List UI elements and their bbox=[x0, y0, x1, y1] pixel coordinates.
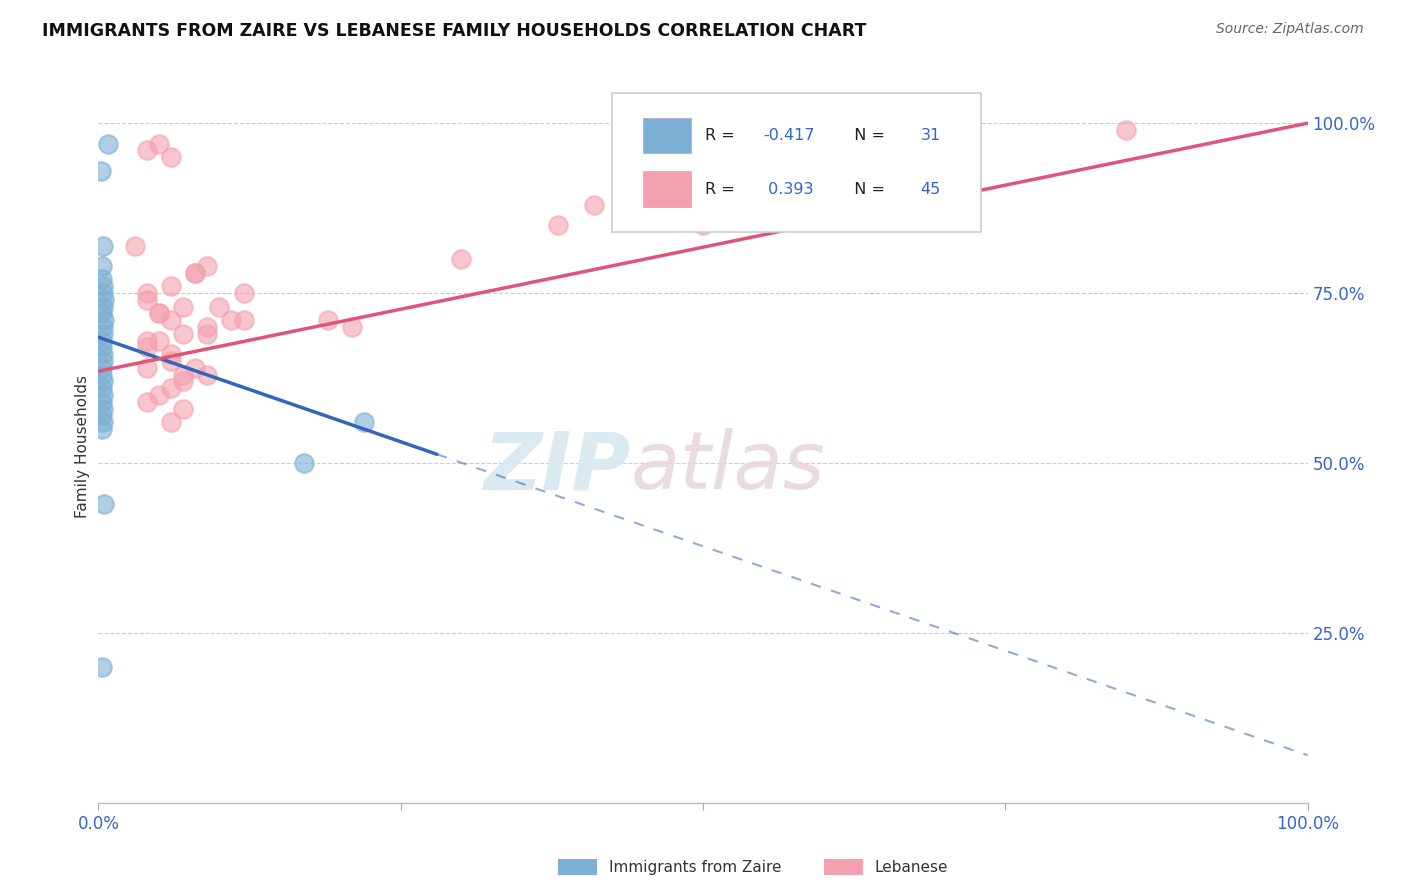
Text: -0.417: -0.417 bbox=[763, 128, 815, 143]
Point bbox=[172, 326, 194, 341]
Point bbox=[91, 259, 114, 273]
FancyBboxPatch shape bbox=[558, 859, 596, 875]
Text: 0.393: 0.393 bbox=[763, 182, 814, 196]
FancyBboxPatch shape bbox=[643, 171, 690, 207]
Point bbox=[232, 286, 254, 301]
Point bbox=[135, 286, 157, 301]
Point bbox=[91, 347, 114, 361]
Point bbox=[292, 456, 315, 470]
Point bbox=[195, 368, 218, 382]
Point bbox=[160, 150, 183, 164]
Point bbox=[195, 259, 218, 273]
Point bbox=[172, 401, 194, 416]
Point bbox=[160, 381, 183, 395]
Text: N =: N = bbox=[845, 182, 890, 196]
Point bbox=[172, 375, 194, 389]
Point bbox=[232, 313, 254, 327]
Point bbox=[160, 354, 183, 368]
Point bbox=[692, 218, 714, 232]
Point bbox=[91, 422, 114, 436]
Point bbox=[547, 218, 569, 232]
Text: Immigrants from Zaire: Immigrants from Zaire bbox=[609, 860, 782, 874]
Point bbox=[813, 204, 835, 219]
Point bbox=[91, 334, 114, 348]
Point bbox=[148, 306, 170, 320]
Text: Lebanese: Lebanese bbox=[875, 860, 948, 874]
Point bbox=[91, 415, 114, 429]
Point bbox=[124, 238, 146, 252]
Text: 31: 31 bbox=[921, 128, 941, 143]
FancyBboxPatch shape bbox=[613, 93, 981, 232]
Point bbox=[160, 279, 183, 293]
Point bbox=[91, 300, 114, 314]
Point bbox=[135, 293, 157, 307]
Point bbox=[135, 144, 157, 158]
Point bbox=[353, 415, 375, 429]
FancyBboxPatch shape bbox=[824, 859, 863, 875]
Point bbox=[93, 293, 115, 307]
Point bbox=[91, 381, 114, 395]
Point bbox=[91, 388, 114, 402]
Point bbox=[135, 394, 157, 409]
Point bbox=[91, 326, 114, 341]
Point bbox=[91, 341, 114, 355]
Point bbox=[934, 163, 956, 178]
Point bbox=[184, 360, 207, 375]
Text: ZIP: ZIP bbox=[484, 428, 630, 507]
Point bbox=[91, 660, 114, 674]
Point bbox=[316, 313, 339, 327]
Point bbox=[91, 306, 114, 320]
Point bbox=[195, 326, 218, 341]
Text: R =: R = bbox=[706, 182, 741, 196]
Point bbox=[93, 497, 115, 511]
Point bbox=[172, 300, 194, 314]
Point bbox=[91, 394, 114, 409]
Point bbox=[221, 313, 243, 327]
Point bbox=[91, 409, 114, 423]
Point bbox=[195, 320, 218, 334]
Point bbox=[91, 238, 114, 252]
Point bbox=[148, 136, 170, 151]
Point bbox=[148, 334, 170, 348]
Point bbox=[342, 320, 364, 334]
Text: IMMIGRANTS FROM ZAIRE VS LEBANESE FAMILY HOUSEHOLDS CORRELATION CHART: IMMIGRANTS FROM ZAIRE VS LEBANESE FAMILY… bbox=[42, 22, 866, 40]
Point bbox=[208, 300, 231, 314]
Text: R =: R = bbox=[706, 128, 741, 143]
Point bbox=[91, 375, 114, 389]
Point bbox=[90, 163, 112, 178]
Point bbox=[93, 313, 115, 327]
Point bbox=[148, 388, 170, 402]
Point bbox=[91, 401, 114, 416]
Point bbox=[148, 306, 170, 320]
Point bbox=[91, 368, 114, 382]
Text: N =: N = bbox=[845, 128, 890, 143]
Point bbox=[91, 279, 114, 293]
Text: Source: ZipAtlas.com: Source: ZipAtlas.com bbox=[1216, 22, 1364, 37]
Point bbox=[91, 272, 114, 286]
Point bbox=[450, 252, 472, 266]
Point bbox=[97, 136, 120, 151]
Text: atlas: atlas bbox=[630, 428, 825, 507]
FancyBboxPatch shape bbox=[643, 118, 690, 153]
Point bbox=[135, 341, 157, 355]
Point bbox=[172, 368, 194, 382]
Point bbox=[135, 360, 157, 375]
Point bbox=[1115, 123, 1137, 137]
Point bbox=[91, 286, 114, 301]
Point bbox=[91, 320, 114, 334]
Point bbox=[160, 313, 183, 327]
Text: 45: 45 bbox=[921, 182, 941, 196]
Point bbox=[160, 347, 183, 361]
Point bbox=[91, 354, 114, 368]
Point bbox=[135, 334, 157, 348]
Point bbox=[184, 266, 207, 280]
Point bbox=[583, 198, 606, 212]
Point bbox=[91, 360, 114, 375]
Y-axis label: Family Households: Family Households bbox=[75, 375, 90, 517]
Point bbox=[160, 415, 183, 429]
Point bbox=[184, 266, 207, 280]
